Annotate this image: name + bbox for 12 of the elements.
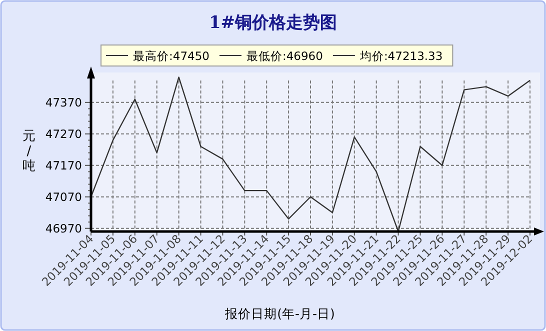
y-tick-label: 47170 bbox=[45, 158, 82, 172]
y-axis-title: 元/吨 bbox=[22, 129, 36, 174]
text: 最低价:46960 bbox=[246, 49, 323, 63]
text: 最高价:47450 bbox=[133, 49, 210, 63]
chart-title: 1#铜价格走势图 bbox=[208, 13, 338, 33]
y-tick-label: 47370 bbox=[45, 95, 82, 110]
x-axis-title: 报价日期(年-月-日) bbox=[224, 306, 335, 321]
y-tick-label: 46970 bbox=[45, 221, 82, 236]
text: 均价:47213.33 bbox=[358, 49, 443, 63]
line-series bbox=[90, 76, 531, 232]
y-tick-label: 47270 bbox=[45, 126, 82, 141]
y-tick-label: 47070 bbox=[45, 190, 82, 204]
